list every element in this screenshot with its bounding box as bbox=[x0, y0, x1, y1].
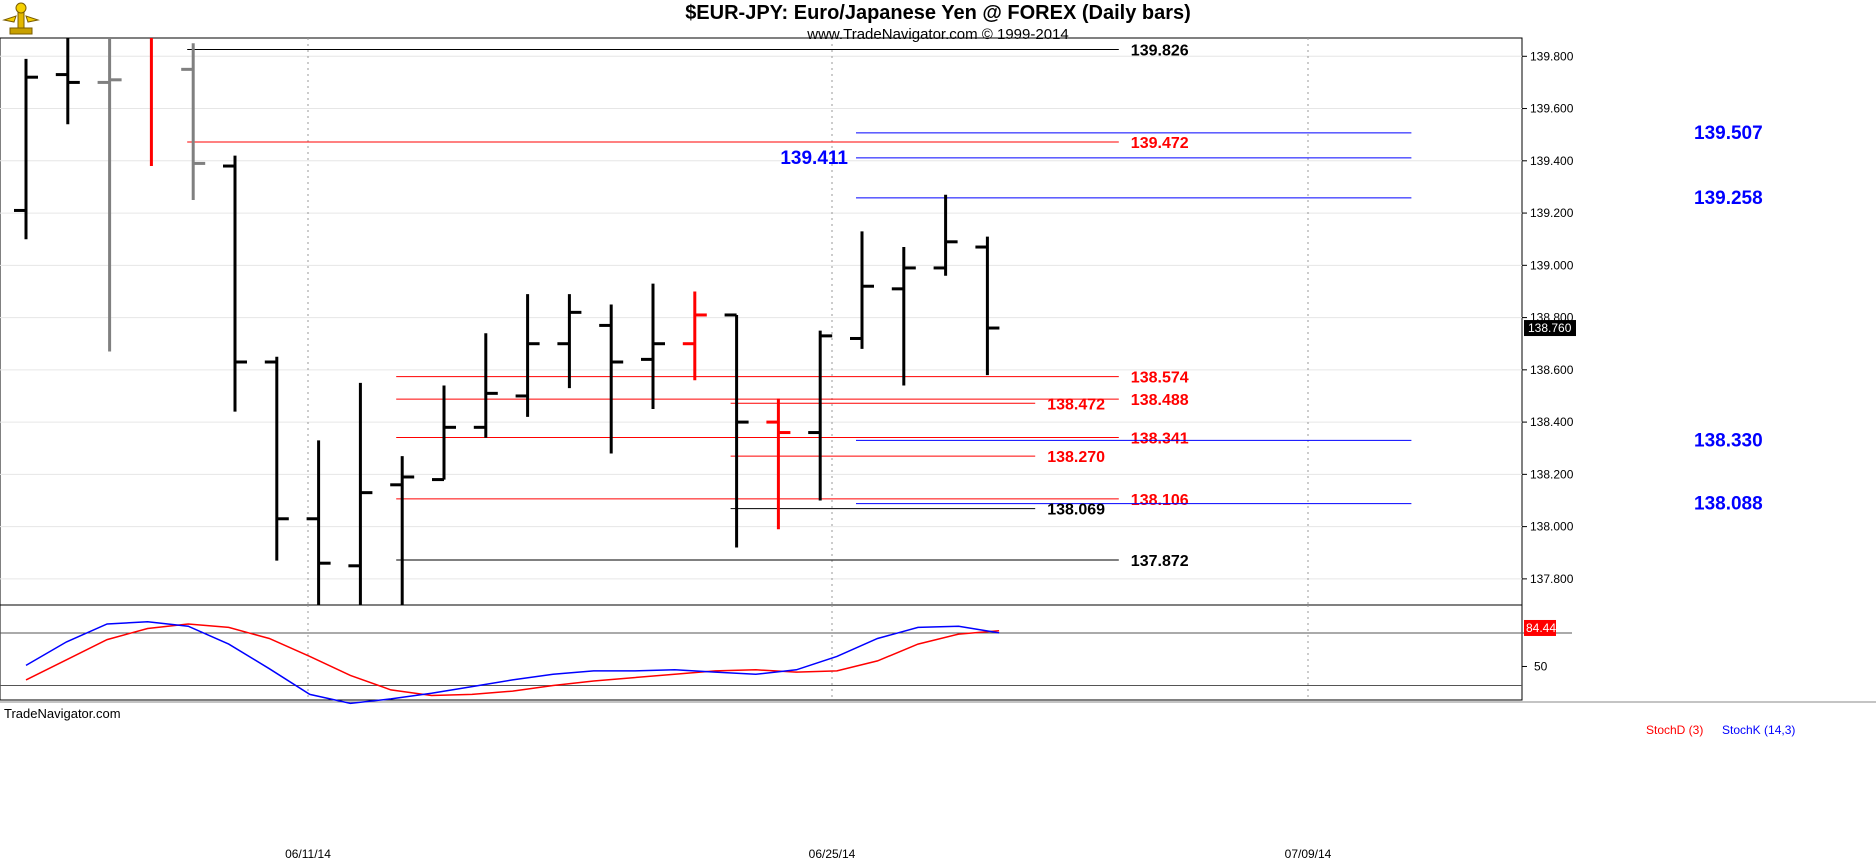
price-tick-label: 139.600 bbox=[1530, 102, 1574, 116]
stoch-d-line bbox=[25, 623, 1000, 697]
level-label-138.330: 138.330 bbox=[1694, 430, 1763, 451]
stoch-last-label: 84.44 bbox=[1526, 621, 1556, 635]
price-tick-label: 138.200 bbox=[1530, 467, 1574, 481]
level-label-137.872: 137.872 bbox=[1131, 553, 1189, 570]
trade-navigator-logo-icon bbox=[2, 2, 40, 35]
price-tick-label: 138.400 bbox=[1530, 415, 1574, 429]
price-panel-frame bbox=[0, 37, 1523, 606]
price-tick-label: 138.600 bbox=[1530, 363, 1574, 377]
legend-stoch-d: StochD (3) bbox=[1646, 723, 1704, 737]
level-label-139.826: 139.826 bbox=[1131, 42, 1189, 59]
stoch-panel-frame bbox=[0, 604, 1523, 701]
chart-title: $EUR-JPY: Euro/Japanese Yen @ FOREX (Dai… bbox=[685, 2, 1191, 24]
level-label-138.106: 138.106 bbox=[1131, 492, 1189, 509]
level-label-138.472: 138.472 bbox=[1047, 396, 1105, 413]
price-tick-label: 137.800 bbox=[1530, 572, 1574, 586]
last-price-label: 138.760 bbox=[1528, 321, 1572, 335]
level-label-138.488: 138.488 bbox=[1131, 392, 1189, 409]
watermark-text: TradeNavigator.com bbox=[4, 706, 121, 721]
level-label-139.507: 139.507 bbox=[1694, 123, 1763, 144]
price-tick-label: 139.400 bbox=[1530, 154, 1574, 168]
price-tick-label: 139.800 bbox=[1530, 49, 1574, 63]
level-label-138.341: 138.341 bbox=[1131, 431, 1189, 448]
level-label-139.258: 139.258 bbox=[1694, 188, 1763, 209]
price-tick-label: 139.000 bbox=[1530, 258, 1574, 272]
price-tick-label: 139.200 bbox=[1530, 206, 1574, 220]
legend-stoch-k: StochK (14,3) bbox=[1722, 723, 1796, 737]
x-tick-label: 07/09/14 bbox=[1285, 847, 1332, 861]
level-label-138.088: 138.088 bbox=[1694, 494, 1763, 515]
stoch-tick-label: 50 bbox=[1534, 659, 1548, 673]
level-label-138.270: 138.270 bbox=[1047, 449, 1105, 466]
chart-subtitle: www.TradeNavigator.com © 1999-2014 bbox=[807, 26, 1069, 43]
level-label-139.472: 139.472 bbox=[1131, 135, 1189, 152]
price-tick-label: 138.000 bbox=[1530, 520, 1574, 534]
level-label-138.574: 138.574 bbox=[1131, 370, 1189, 387]
level-label-138.069: 138.069 bbox=[1047, 502, 1105, 519]
level-label-139.411: 139.411 bbox=[780, 148, 848, 169]
last-price-box bbox=[1524, 320, 1576, 337]
stoch-last-box bbox=[1524, 619, 1556, 636]
x-tick-label: 06/25/14 bbox=[809, 847, 856, 861]
x-tick-label: 06/11/14 bbox=[285, 847, 331, 861]
stoch-k-line bbox=[25, 621, 1000, 705]
